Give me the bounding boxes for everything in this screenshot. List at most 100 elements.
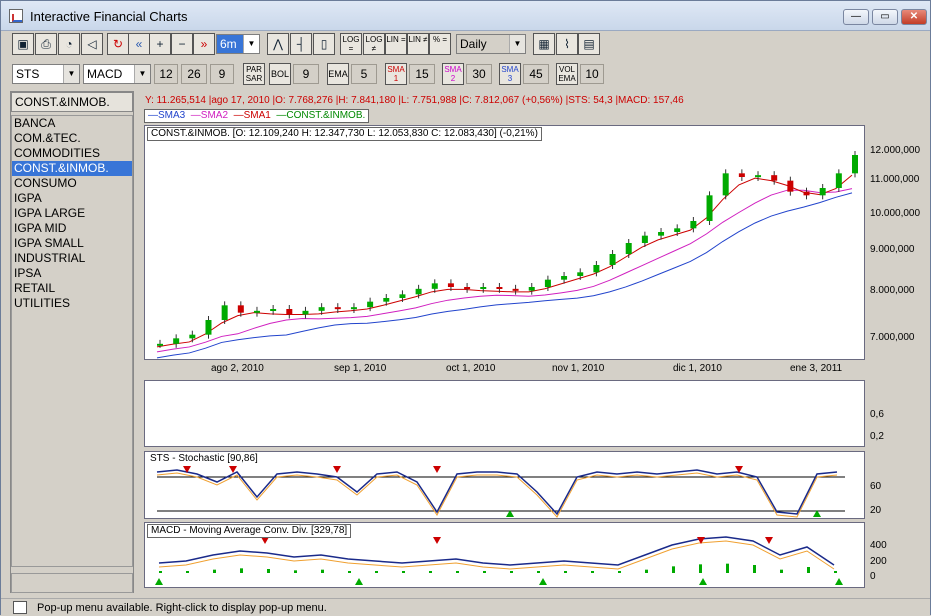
list-item[interactable]: COMMODITIES [14,146,100,160]
timer-icon[interactable]: ◔ [58,33,80,55]
sound-icon[interactable]: ◁ [81,33,103,55]
list-item[interactable]: IGPA LARGE [14,206,86,220]
symbol-select[interactable]: STS ▼ [12,64,80,84]
price-panel[interactable]: CONST.&INMOB. [O: 12.109,240 H: 12.347,7… [144,125,865,360]
linear-equal-button[interactable]: LIN = [385,33,407,55]
sma3-button[interactable]: SMA 3 [499,63,521,85]
percent-button[interactable]: % = [429,33,451,55]
price-chart [156,151,858,359]
ema-period-field[interactable]: 5 [351,64,377,84]
date-tick: ene 3, 2011 [790,363,843,374]
date-tick: ago 2, 2010 [211,363,264,374]
histogram-bar [321,569,324,573]
histogram-bar [186,571,189,573]
linear-unequal-button[interactable]: LIN ≠ [407,33,429,55]
candle-body [738,173,745,177]
scroll-forward-icon[interactable]: » [193,33,215,55]
histogram-bar [753,565,756,573]
histogram-bar [294,570,297,573]
table-view-icon[interactable]: ▤ [578,33,600,55]
list-item[interactable]: INDUSTRIAL [14,251,86,265]
bollinger-period-field[interactable]: 9 [293,64,319,84]
list-item[interactable]: IGPA [14,191,42,205]
sma1-button[interactable]: SMA 1 [385,63,407,85]
candle-body [722,173,729,196]
list-item[interactable]: CONST.&INMOB. [12,161,132,176]
volume-panel[interactable] [144,380,865,447]
indicator-select[interactable]: MACD ▼ [83,64,151,84]
maximize-button[interactable]: ▭ [872,9,898,25]
candle-body [253,310,260,313]
chevron-down-icon[interactable]: ▼ [63,65,79,83]
list-item[interactable]: BANCA [14,116,56,130]
histogram-bar [483,571,486,573]
list-item[interactable]: COM.&TEC. [14,131,81,145]
line-chart-icon[interactable]: ⋀ [267,33,289,55]
list-item[interactable]: CONSUMO [14,176,77,190]
macd-fast-field[interactable]: 12 [154,64,178,84]
bollinger-button[interactable]: BOL [269,63,291,85]
ema-button[interactable]: EMA [327,63,349,85]
volume-ema-button[interactable]: VOL EMA [556,63,578,85]
period-select[interactable]: Daily ▼ [456,34,526,54]
log-unequal-button[interactable]: LOG ≠ [363,33,385,55]
list-item[interactable]: IGPA MID [14,221,67,235]
sma2-period-field[interactable]: 30 [466,64,492,84]
chevron-down-icon[interactable]: ▼ [509,35,525,53]
scroll-back-icon[interactable]: « [128,33,150,55]
macd-panel[interactable]: MACD - Moving Average Conv. Div. [329,78… [144,522,865,588]
list-item[interactable]: IGPA SMALL [14,236,84,250]
macd-slow-field[interactable]: 26 [181,64,207,84]
interval-select[interactable]: 6m ▼ [216,34,260,54]
new-window-icon[interactable]: ▣ [12,33,34,55]
stochastic-d-line [156,472,838,518]
sma2-button[interactable]: SMA 2 [442,63,464,85]
list-item[interactable]: RETAIL [14,281,56,295]
histogram-bar [672,566,675,573]
sell-signal-icon [765,537,773,544]
candle-body [852,155,858,174]
candlestick-icon[interactable]: ▯ [313,33,335,55]
chart-settings-icon[interactable]: ⌇ [556,33,578,55]
sell-signal-icon [333,466,341,473]
sell-signal-icon [735,466,743,473]
refresh-icon[interactable]: ↻ [107,33,129,55]
color-settings-icon[interactable]: ▦ [533,33,555,55]
histogram-bar [537,571,540,573]
legend-sma3: —SMA3 [148,110,186,121]
minimize-button[interactable]: — [843,9,869,25]
list-item[interactable]: UTILITIES [14,296,71,310]
macd-tick: 400 [870,540,887,551]
close-button[interactable]: ✕ [901,9,927,25]
candle-body [480,287,487,289]
macd-signal-field[interactable]: 9 [210,64,234,84]
bar-chart-icon[interactable]: ┤ [290,33,312,55]
candle-body [593,265,600,273]
zoom-in-icon[interactable]: + [149,33,171,55]
stochastic-panel[interactable]: STS - Stochastic [90,86] [144,451,865,519]
zoom-out-icon[interactable]: − [171,33,193,55]
popup-menu-icon [13,601,27,614]
volume-tick: 0,2 [870,431,884,442]
parabolic-sar-button[interactable]: PAR SAR [243,63,265,85]
sma1-period-field[interactable]: 15 [409,64,435,84]
sell-signal-icon [433,466,441,473]
candle-body [157,343,163,346]
candle-body [367,301,374,308]
print-icon[interactable]: ⎙ [35,33,57,55]
price-tick: 11.000,000 [870,174,920,185]
sma3-period-field[interactable]: 45 [523,64,549,84]
volume-tick: 0,6 [870,409,884,420]
candle-body [771,175,778,181]
histogram-bar [456,571,459,573]
histogram-bar [726,563,729,573]
candle-body [609,254,616,265]
chevron-down-icon[interactable]: ▼ [243,35,259,53]
sell-signal-icon [183,466,191,473]
list-item[interactable]: IPSA [14,266,42,280]
volume-ema-period-field[interactable]: 10 [580,64,604,84]
chevron-down-icon[interactable]: ▼ [134,65,150,83]
candle-body [205,320,212,335]
log-equal-button[interactable]: LOG = [340,33,362,55]
window-title: Interactive Financial Charts [30,9,188,24]
